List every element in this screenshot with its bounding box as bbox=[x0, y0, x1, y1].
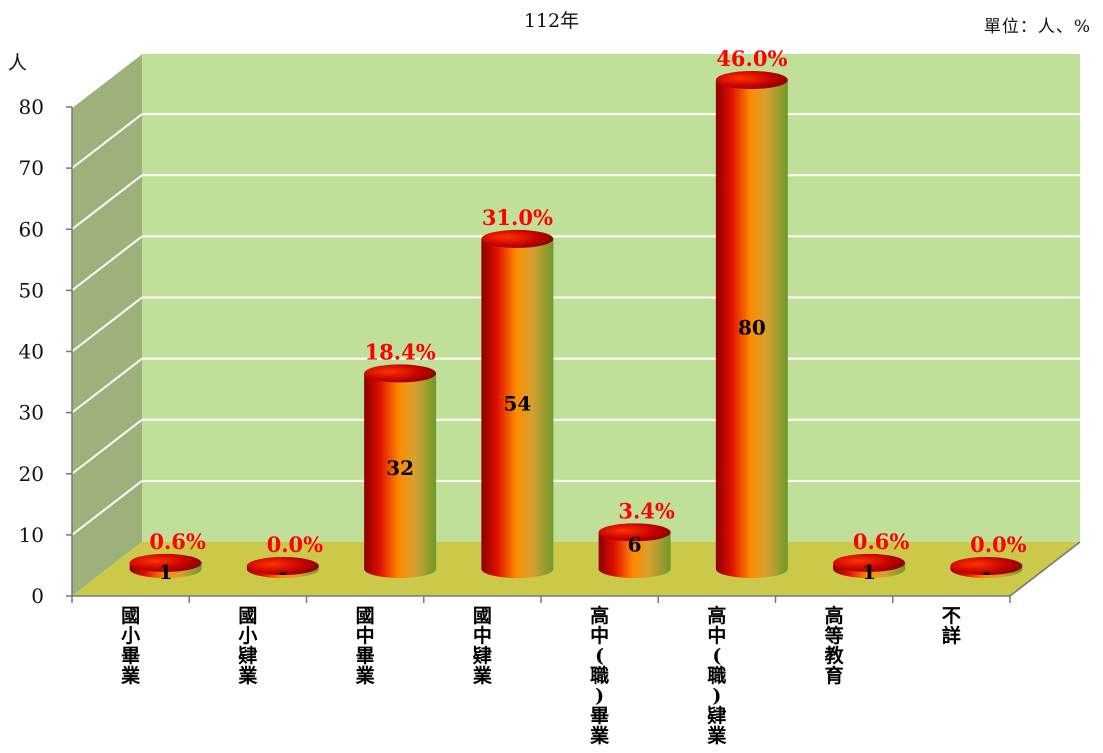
x-category-label: 高中(職)畢業 bbox=[589, 604, 610, 747]
percent-label: 0.0% bbox=[970, 532, 1027, 557]
chart-title: 112年 bbox=[523, 10, 580, 32]
value-label: 54 bbox=[503, 392, 531, 416]
bar-4: 54 31.0% bbox=[481, 205, 554, 579]
y-tick-label: 80 bbox=[19, 95, 44, 119]
percent-label: 46.0% bbox=[716, 46, 787, 71]
x-category-label: 高中(職)肄業 bbox=[706, 604, 727, 747]
value-label: 1 bbox=[862, 560, 876, 584]
bar-1: 1 0.6% bbox=[129, 529, 206, 584]
value-label: 1 bbox=[159, 560, 173, 584]
bar-8: - 0.0% bbox=[950, 532, 1027, 584]
unit-note: 單位：人、% bbox=[983, 17, 1091, 37]
percent-label: 0.0% bbox=[267, 532, 324, 557]
x-category-label: 國中畢業 bbox=[355, 605, 376, 687]
bar-body bbox=[598, 532, 671, 578]
x-category-label: 國中肄業 bbox=[472, 605, 493, 687]
gridline-side bbox=[71, 174, 143, 231]
gridline-side bbox=[71, 418, 143, 475]
y-tick-label: 20 bbox=[19, 462, 44, 486]
x-category-label: 國小畢業 bbox=[120, 605, 141, 687]
bar-3: 32 18.4% bbox=[364, 339, 437, 578]
value-label: 6 bbox=[628, 532, 642, 556]
y-tick-label: 0 bbox=[31, 584, 44, 608]
y-tick-label: 70 bbox=[19, 156, 44, 180]
floor bbox=[72, 542, 1080, 596]
bar-body bbox=[715, 80, 788, 578]
bar-2: - 0.0% bbox=[246, 532, 324, 584]
percent-label: 3.4% bbox=[618, 498, 675, 523]
value-label: 32 bbox=[386, 456, 414, 480]
bar-body bbox=[481, 238, 554, 579]
value-label: - bbox=[982, 560, 990, 584]
x-axis-labels: 國小畢業 國小肄業 國中畢業 國中肄業 高中(職)畢業 高中(職)肄業 高等教育 不詳 bbox=[71, 596, 1011, 747]
y-tick-label: 10 bbox=[19, 523, 44, 547]
percent-label: 31.0% bbox=[482, 205, 553, 230]
bar-5: 6 3.4% bbox=[598, 498, 675, 578]
gridline-side bbox=[71, 52, 143, 108]
y-tick-label: 30 bbox=[19, 401, 44, 425]
bars: 1 0.6% - 0.0% 32 18.4% 54 31.0% 6 3.4% 80 46.0% 1 0.6… bbox=[129, 46, 1027, 584]
value-label: 80 bbox=[738, 315, 766, 339]
percent-label: 0.6% bbox=[853, 529, 910, 554]
bar-top bbox=[833, 553, 906, 572]
gridline-side bbox=[71, 480, 143, 536]
bar-body bbox=[364, 373, 437, 578]
y-tick-label: 40 bbox=[19, 340, 44, 364]
bar-top bbox=[246, 557, 319, 575]
bar-top bbox=[715, 71, 788, 89]
value-label: - bbox=[279, 560, 287, 584]
x-category-label: 高等教育 bbox=[824, 604, 845, 687]
x-category-label: 國小肄業 bbox=[237, 605, 258, 687]
x-category-label: 不詳 bbox=[942, 605, 961, 647]
floor-edge bbox=[1009, 541, 1081, 597]
percent-label: 18.4% bbox=[365, 339, 436, 364]
y-tick-label: 60 bbox=[19, 217, 44, 241]
gridline-side bbox=[71, 235, 143, 292]
y-axis-ticks: 0 10 20 30 40 50 60 70 80 bbox=[19, 95, 1081, 608]
bar-top bbox=[950, 557, 1023, 575]
y-tick-label: 50 bbox=[19, 278, 44, 302]
bar-top bbox=[598, 523, 671, 542]
gridline-side bbox=[71, 296, 143, 353]
bar-7: 1 0.6% bbox=[833, 529, 909, 584]
bar-top bbox=[481, 229, 554, 248]
bar-top bbox=[129, 553, 202, 572]
gridlines bbox=[71, 52, 1080, 536]
gridline-side bbox=[71, 113, 143, 169]
gridline-side bbox=[71, 357, 143, 414]
percent-label: 0.6% bbox=[149, 529, 206, 554]
bar-6: 80 46.0% bbox=[715, 46, 788, 578]
plot-walls bbox=[72, 53, 1080, 596]
y-axis-label: 人 bbox=[8, 52, 28, 74]
bar-top bbox=[364, 364, 437, 383]
